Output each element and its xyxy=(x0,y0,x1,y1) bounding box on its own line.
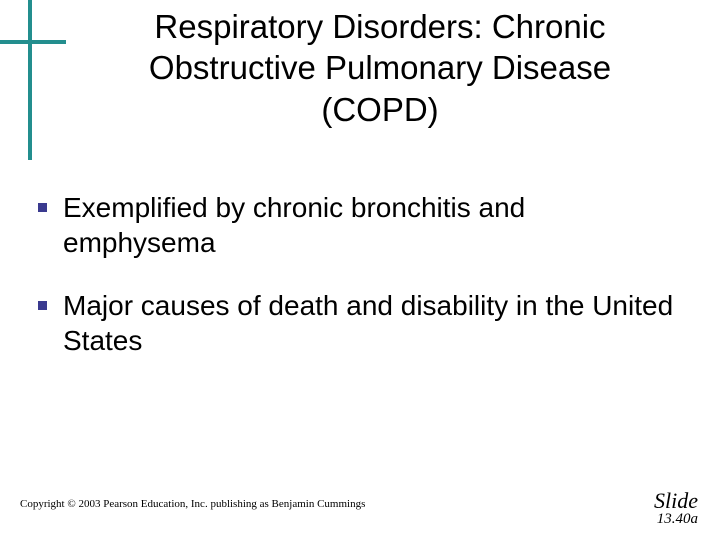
bullet-icon xyxy=(38,203,47,212)
slide-label: Slide 13.40a xyxy=(654,489,698,528)
slide-number: 13.40a xyxy=(654,512,698,528)
title-line-1: Respiratory Disorders: Chronic xyxy=(154,8,605,45)
list-item: Major causes of death and disability in … xyxy=(38,288,680,358)
list-item: Exemplified by chronic bronchitis and em… xyxy=(38,190,680,260)
slide-word: Slide xyxy=(654,488,698,513)
bullet-text: Exemplified by chronic bronchitis and em… xyxy=(63,190,680,260)
accent-horizontal xyxy=(0,40,66,44)
bullet-icon xyxy=(38,301,47,310)
copyright-text: Copyright © 2003 Pearson Education, Inc.… xyxy=(20,498,365,510)
slide-title: Respiratory Disorders: Chronic Obstructi… xyxy=(80,6,680,130)
title-line-3: (COPD) xyxy=(321,91,438,128)
bullet-text: Major causes of death and disability in … xyxy=(63,288,680,358)
bullet-list: Exemplified by chronic bronchitis and em… xyxy=(38,190,680,386)
title-line-2: Obstructive Pulmonary Disease xyxy=(149,49,611,86)
accent-vertical xyxy=(28,0,32,160)
